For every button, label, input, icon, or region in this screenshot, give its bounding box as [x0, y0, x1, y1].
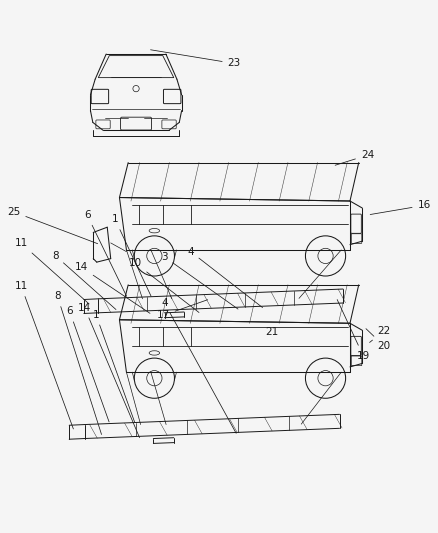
Text: 6: 6 [67, 306, 109, 422]
Text: 24: 24 [335, 150, 374, 165]
Text: 14: 14 [75, 262, 150, 313]
Text: 4: 4 [187, 247, 262, 308]
Text: 16: 16 [370, 200, 431, 214]
Text: 8: 8 [52, 251, 116, 310]
Text: 11: 11 [14, 281, 74, 429]
Text: 14: 14 [78, 303, 140, 438]
Text: 19: 19 [337, 300, 370, 360]
Text: 1: 1 [112, 214, 151, 296]
Text: 25: 25 [7, 207, 98, 244]
Text: 6: 6 [84, 210, 127, 296]
Text: 20: 20 [366, 329, 391, 351]
Text: 17: 17 [156, 300, 208, 320]
Text: 22: 22 [370, 326, 391, 343]
Text: 21: 21 [265, 327, 278, 337]
Text: 10: 10 [129, 258, 199, 312]
Text: 4: 4 [161, 298, 236, 433]
Circle shape [305, 236, 346, 276]
Text: 23: 23 [151, 50, 241, 68]
Text: 3: 3 [161, 252, 238, 309]
Circle shape [134, 236, 174, 276]
Text: 11: 11 [14, 238, 89, 304]
Circle shape [305, 358, 346, 398]
Text: 1: 1 [92, 310, 134, 422]
Text: 8: 8 [54, 291, 102, 434]
Circle shape [134, 358, 174, 398]
